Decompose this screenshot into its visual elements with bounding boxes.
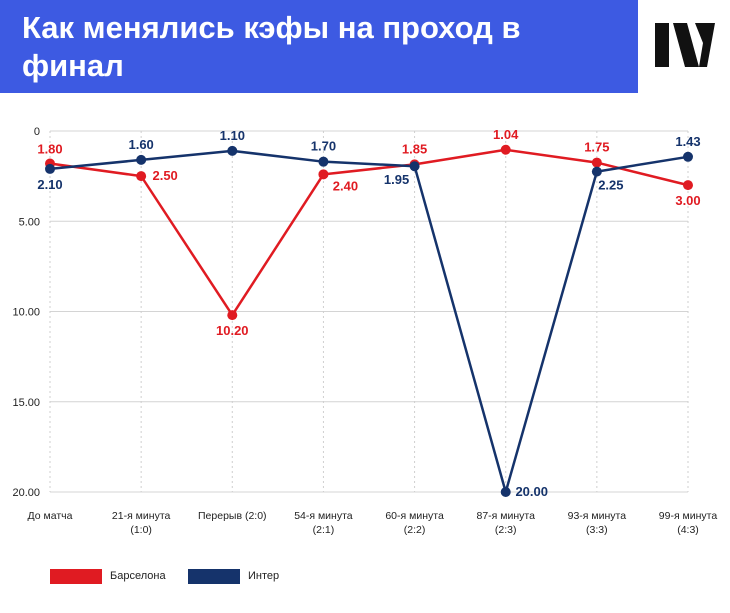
x-tick-label: 87-я минута (476, 510, 535, 522)
data-label-inter: 1.70 (311, 139, 336, 154)
data-label-inter: 2.25 (598, 178, 623, 193)
y-tick-label: 20.00 (12, 487, 40, 499)
legend-swatch-barcelona (50, 568, 102, 584)
data-point-inter (500, 487, 511, 497)
data-label-barcelona: 1.04 (493, 127, 519, 142)
data-label-inter: 1.10 (220, 128, 245, 143)
data-label-barcelona: 2.50 (152, 168, 177, 183)
data-point-barcelona (683, 180, 693, 191)
data-point-inter (683, 151, 693, 162)
data-label-barcelona: 10.20 (216, 323, 249, 338)
legend-item-barcelona: Барселона (50, 568, 166, 584)
x-tick-label: (2:3) (495, 524, 517, 536)
x-tick-label: (3:3) (586, 524, 608, 536)
x-tick-label: (1:0) (130, 524, 152, 536)
x-tick-label: 99-я минута (659, 510, 718, 522)
data-label-inter: 2.10 (37, 177, 62, 192)
brand-logo-icon (655, 23, 715, 67)
page-title: Как менялись кэфы на проход в финал (22, 10, 521, 83)
x-tick-label: 93-я минута (568, 510, 627, 522)
data-point-inter (136, 154, 147, 165)
x-tick-label: (2:2) (404, 524, 426, 536)
x-tick-label: (2:1) (313, 524, 335, 536)
legend-item-inter: Интер (188, 568, 279, 584)
x-tick-label: (4:3) (677, 524, 699, 536)
data-label-barcelona: 2.40 (333, 178, 358, 193)
y-tick-label: 10.00 (12, 307, 40, 319)
legend-label-inter: Интер (248, 570, 280, 582)
data-point-inter (409, 161, 420, 172)
data-point-inter (45, 163, 55, 174)
data-point-inter (591, 166, 602, 177)
x-tick-label: 21-я минута (112, 510, 171, 522)
data-point-barcelona (318, 169, 329, 180)
data-label-barcelona: 1.75 (584, 140, 609, 155)
data-point-barcelona (136, 171, 147, 182)
data-point-inter (227, 145, 238, 156)
data-label-inter: 20.00 (515, 484, 548, 499)
y-tick-label: 5.00 (19, 216, 40, 228)
data-point-barcelona (500, 144, 511, 155)
legend-label-barcelona: Барселона (110, 570, 166, 582)
x-tick-label: До матча (28, 510, 73, 522)
x-tick-label: 60-я минута (385, 510, 444, 522)
x-tick-label: Перерыв (2:0) (198, 510, 267, 522)
data-point-barcelona (227, 310, 238, 321)
line-chart: 0 5.00 10.00 15.00 20.00 До матча 21-я минута (… (12, 126, 718, 536)
data-point-barcelona (591, 157, 602, 168)
series-line-barcelona (49, 148, 689, 317)
data-label-inter: 1.43 (675, 134, 700, 149)
data-label-inter: 1.60 (128, 137, 153, 152)
data-label-inter: 1.95 (384, 172, 409, 187)
y-tick-label: 15.00 (12, 397, 40, 409)
data-label-barcelona: 1.85 (402, 141, 427, 156)
data-label-barcelona: 3.00 (675, 193, 700, 208)
y-tick-label: 0 (34, 126, 40, 138)
series-line-inter (49, 149, 689, 494)
legend-swatch-inter (188, 568, 240, 584)
x-tick-label: 54-я минута (294, 510, 353, 522)
data-label-barcelona: 1.80 (37, 141, 62, 156)
data-point-inter (318, 156, 329, 167)
header-banner: Как менялись кэфы на проход в финал (0, 0, 638, 93)
